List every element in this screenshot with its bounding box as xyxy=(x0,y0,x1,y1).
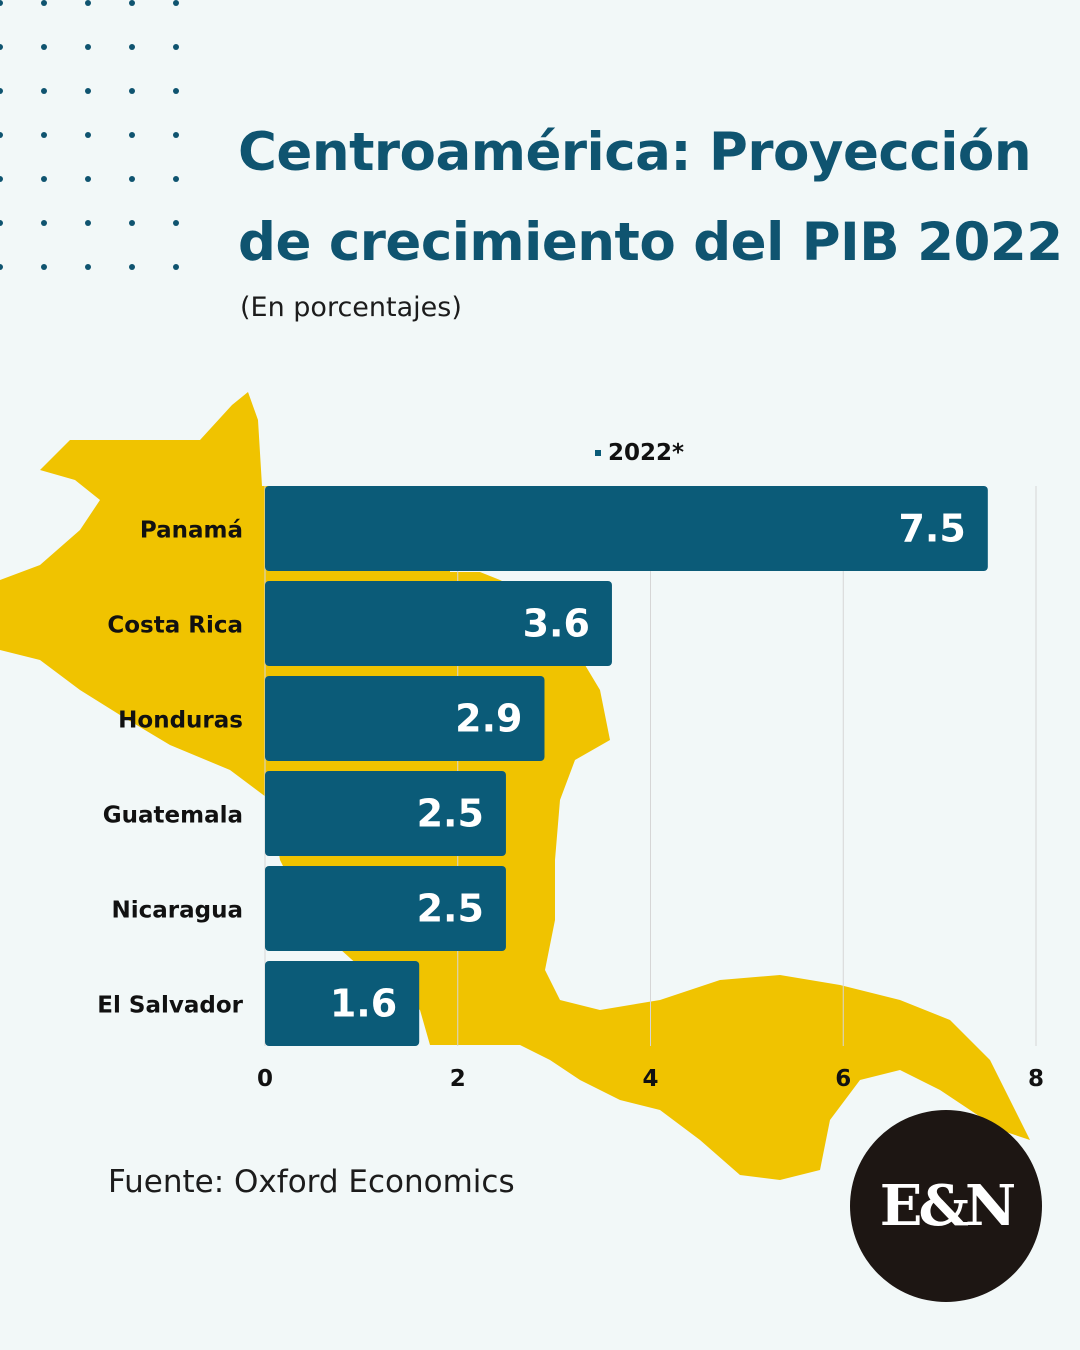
decorative-dot xyxy=(85,0,91,6)
decorative-dot xyxy=(85,88,91,94)
decorative-dot xyxy=(129,220,135,226)
legend-label: 2022* xyxy=(608,440,685,466)
x-tick-label: 0 xyxy=(257,1066,273,1092)
decorative-dot xyxy=(173,264,179,270)
decorative-dot xyxy=(85,264,91,270)
bar xyxy=(265,866,506,951)
value-label: 7.5 xyxy=(898,507,965,551)
decorative-dot xyxy=(0,264,3,270)
category-label: Nicaragua xyxy=(111,898,243,924)
decorative-dot-grid xyxy=(0,0,179,270)
bar xyxy=(265,486,988,571)
value-label: 2.5 xyxy=(417,887,484,931)
decorative-dot xyxy=(0,0,3,6)
x-tick-label: 4 xyxy=(642,1066,658,1092)
bar xyxy=(265,581,612,666)
decorative-dot xyxy=(41,132,47,138)
decorative-dot xyxy=(41,264,47,270)
value-label: 2.5 xyxy=(417,792,484,836)
decorative-dot xyxy=(0,220,3,226)
category-label: Panamá xyxy=(140,518,243,544)
logo-text: E&N xyxy=(879,1173,1016,1239)
value-label: 1.6 xyxy=(330,982,397,1026)
page-title: Centroamérica: Proyección de crecimiento… xyxy=(238,108,1063,288)
decorative-dot xyxy=(85,44,91,50)
decorative-dot xyxy=(129,0,135,6)
x-tick-label: 2 xyxy=(450,1066,466,1092)
decorative-dot xyxy=(0,132,3,138)
decorative-dot xyxy=(85,132,91,138)
legend-swatch xyxy=(595,450,601,456)
value-label: 3.6 xyxy=(523,602,590,646)
decorative-dot xyxy=(41,0,47,6)
decorative-dot xyxy=(173,0,179,6)
decorative-dot xyxy=(173,44,179,50)
brand-logo: E&N xyxy=(850,1110,1042,1302)
subtitle: (En porcentajes) xyxy=(240,292,462,323)
category-label: Honduras xyxy=(118,708,243,734)
decorative-dot xyxy=(85,176,91,182)
title-line-2: de crecimiento del PIB 2022 xyxy=(238,212,1063,273)
value-label: 2.9 xyxy=(455,697,522,741)
category-label: Guatemala xyxy=(103,803,243,829)
decorative-dot xyxy=(129,176,135,182)
decorative-dot xyxy=(41,44,47,50)
title-line-1: Centroamérica: Proyección xyxy=(238,122,1032,183)
source-note: Fuente: Oxford Economics xyxy=(108,1164,515,1200)
decorative-dot xyxy=(0,88,3,94)
bar xyxy=(265,771,506,856)
decorative-dot xyxy=(129,88,135,94)
decorative-dot xyxy=(129,44,135,50)
decorative-dot xyxy=(173,132,179,138)
bar xyxy=(265,676,545,761)
decorative-dot xyxy=(129,264,135,270)
decorative-dot xyxy=(41,88,47,94)
decorative-dot xyxy=(173,176,179,182)
decorative-dot xyxy=(173,88,179,94)
decorative-dot xyxy=(0,44,3,50)
decorative-dot xyxy=(173,220,179,226)
chart-legend: 2022* xyxy=(595,440,684,466)
decorative-dot xyxy=(85,220,91,226)
decorative-dot xyxy=(41,176,47,182)
decorative-dot xyxy=(0,176,3,182)
category-label: Costa Rica xyxy=(107,613,243,639)
category-label: El Salvador xyxy=(97,993,243,1019)
x-tick-label: 6 xyxy=(835,1066,851,1092)
x-tick-label: 8 xyxy=(1028,1066,1044,1092)
decorative-dot xyxy=(41,220,47,226)
decorative-dot xyxy=(129,132,135,138)
bar xyxy=(265,961,420,1046)
